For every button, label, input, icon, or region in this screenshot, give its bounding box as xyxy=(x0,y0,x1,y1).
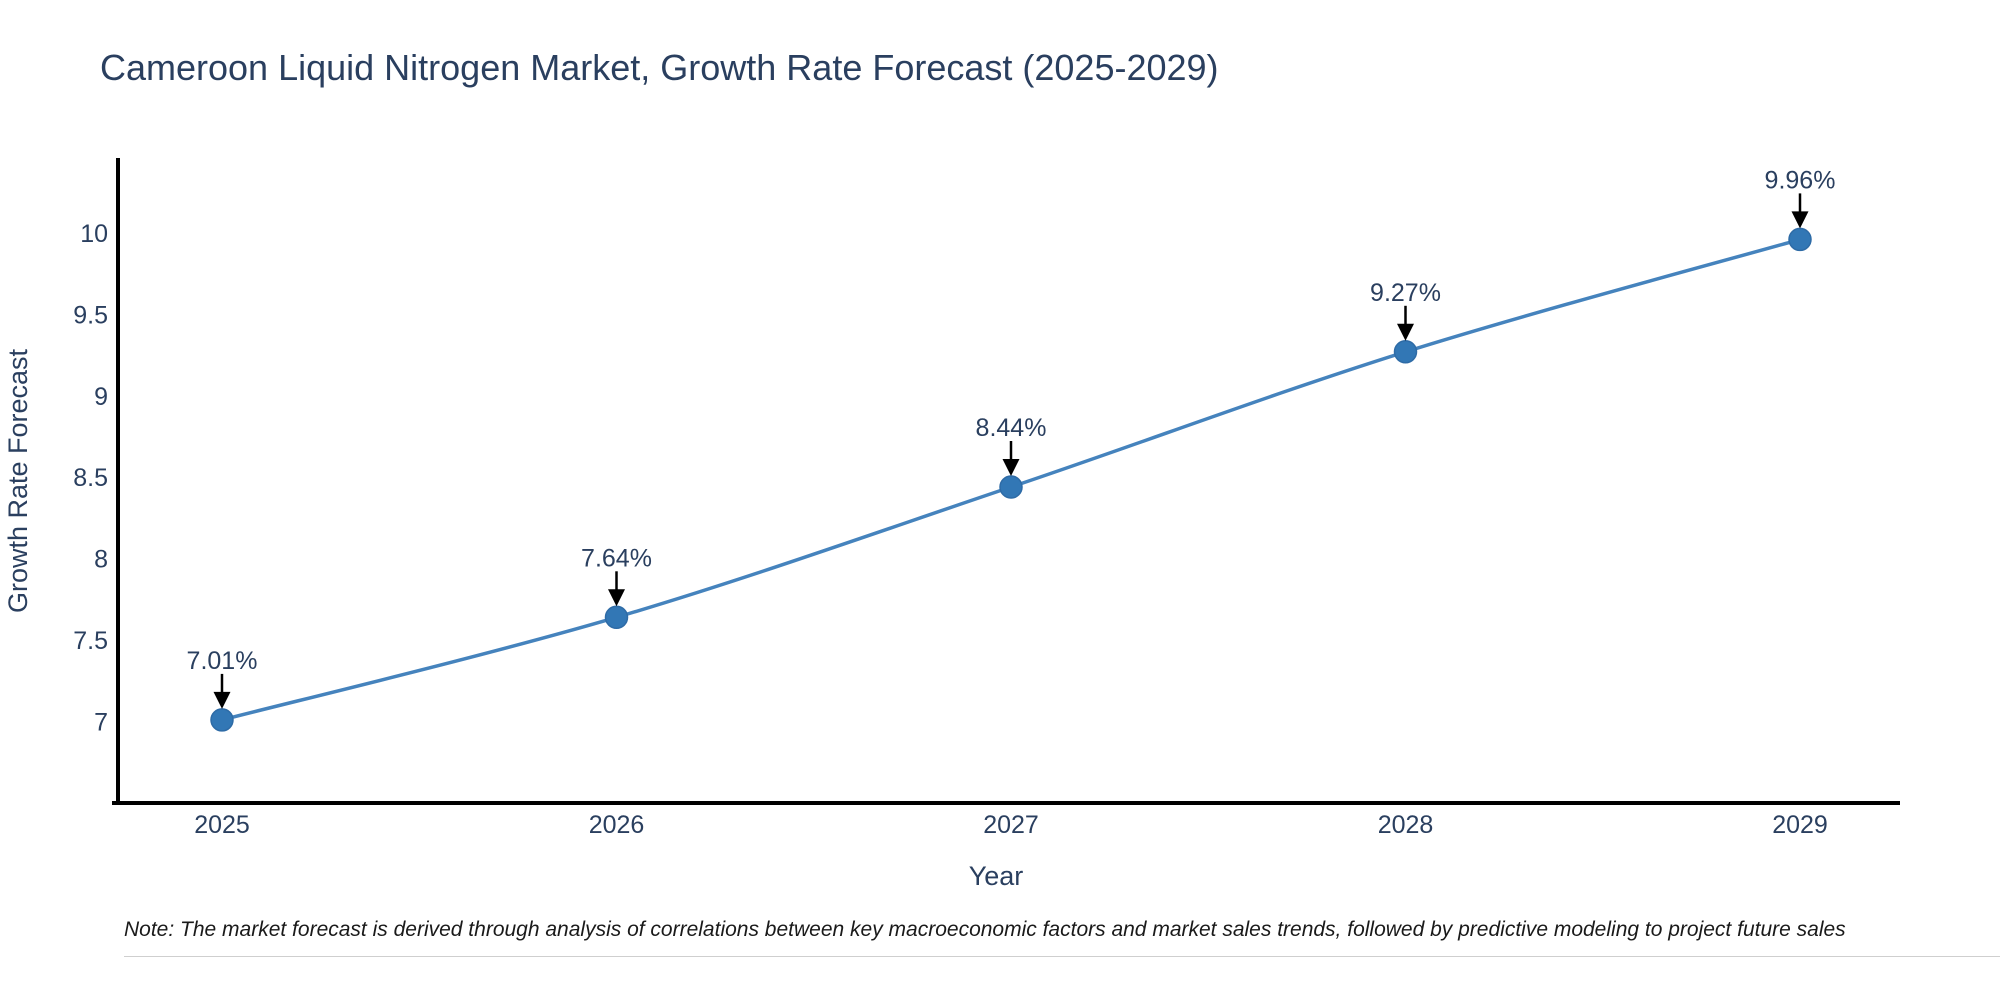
arrow-down-icon xyxy=(1791,211,1809,229)
point-value-label: 8.44% xyxy=(976,414,1047,442)
y-tick-label: 9 xyxy=(94,383,108,411)
x-tick-label: 2027 xyxy=(983,811,1039,839)
axes-layer: 7 7.5 8 8.5 9 9.5 10 2025 2026 2027 2028 2029 xyxy=(73,158,1900,839)
x-tick-label: 2028 xyxy=(1378,811,1434,839)
y-tick-label: 10 xyxy=(80,220,108,248)
arrow-down-icon xyxy=(1397,323,1414,341)
point-annotation-2025: 7.01% xyxy=(187,647,258,709)
y-axis-title: Growth Rate Forecast xyxy=(3,348,33,613)
point-value-label: 7.01% xyxy=(187,647,258,675)
series-layer xyxy=(210,227,1812,732)
x-tick-label: 2025 xyxy=(194,811,250,839)
data-point-marker-2026 xyxy=(604,605,629,630)
y-tick-label: 8.5 xyxy=(73,464,108,492)
x-tick-label: 2029 xyxy=(1772,811,1828,839)
x-tick-label: 2026 xyxy=(589,811,645,839)
footnote-rule xyxy=(124,956,2000,957)
point-value-label: 7.64% xyxy=(581,544,652,572)
point-annotation-2027: 8.44% xyxy=(976,414,1047,476)
point-value-label: 9.27% xyxy=(1370,279,1441,307)
data-point-marker-2025 xyxy=(210,708,234,732)
arrow-down-icon xyxy=(608,589,625,607)
y-tick-label: 7 xyxy=(94,709,108,737)
point-annotation-2026: 7.64% xyxy=(581,544,652,607)
annotations-layer: 7.01% 7.64% 8.44% 9.27% 9.96% xyxy=(187,166,1836,709)
footnote: Note: The market forecast is derived thr… xyxy=(124,918,1846,941)
data-point-marker-2027 xyxy=(999,475,1023,499)
point-annotation-2028: 9.27% xyxy=(1370,279,1441,341)
arrow-down-icon xyxy=(1002,459,1020,476)
x-axis-title: Year xyxy=(969,861,1024,891)
chart-title: Cameroon Liquid Nitrogen Market, Growth … xyxy=(100,47,1219,88)
arrow-down-icon xyxy=(213,691,231,709)
point-value-label: 9.96% xyxy=(1765,166,1836,194)
y-tick-label: 8 xyxy=(94,546,108,574)
y-tick-label: 7.5 xyxy=(73,627,108,655)
point-annotation-2029: 9.96% xyxy=(1765,166,1836,229)
y-tick-label: 9.5 xyxy=(73,301,108,329)
data-point-marker-2028 xyxy=(1393,340,1418,364)
data-point-marker-2029 xyxy=(1788,227,1812,252)
